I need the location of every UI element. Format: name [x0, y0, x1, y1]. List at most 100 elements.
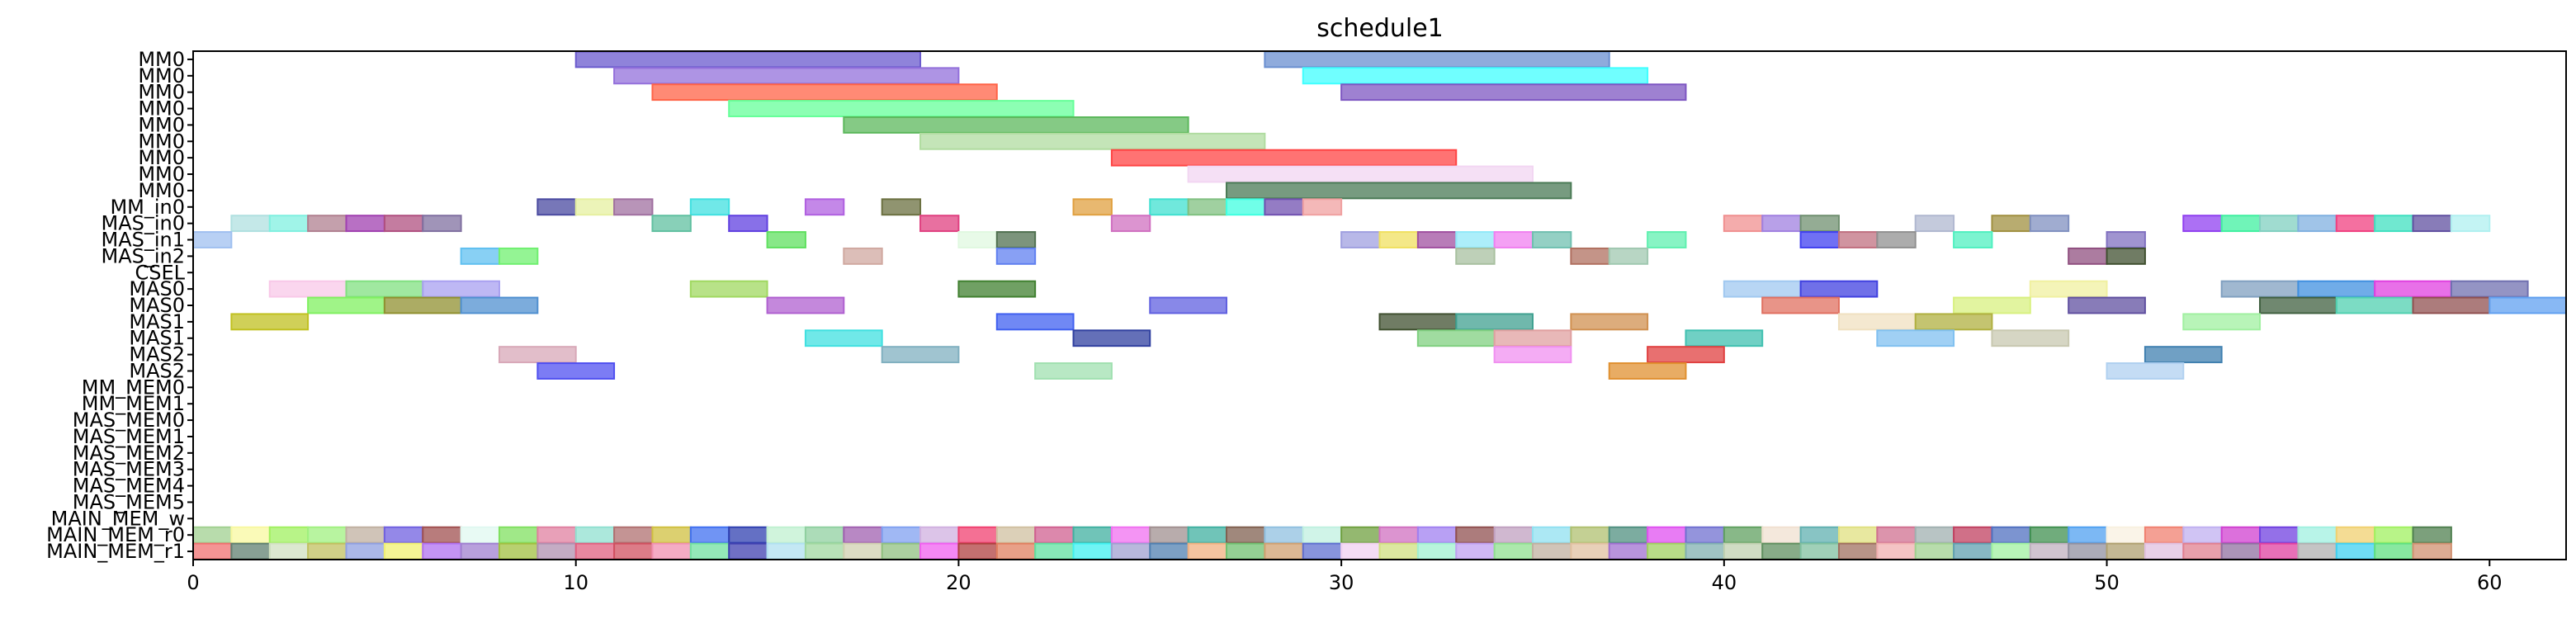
x-tick-label: 0	[187, 571, 199, 594]
task-bar	[728, 526, 768, 544]
task-bar	[1799, 231, 1840, 248]
task-bar	[574, 50, 922, 69]
task-bar	[1685, 329, 1764, 347]
task-bar	[1647, 231, 1687, 248]
task-bar	[1493, 346, 1572, 364]
task-bar	[728, 542, 768, 560]
task-bar	[689, 280, 768, 298]
task-bar	[2374, 542, 2414, 560]
task-bar	[2068, 296, 2146, 314]
task-bar	[1761, 296, 1840, 314]
task-bar	[1531, 542, 1572, 560]
task-bar	[1799, 280, 1879, 298]
task-bar	[460, 296, 539, 314]
y-tick-label: MAS_MEM0	[73, 409, 185, 432]
task-bar	[1187, 198, 1228, 216]
chart-title: schedule1	[1316, 14, 1444, 43]
task-bar	[498, 526, 539, 544]
task-bar	[1761, 526, 1802, 544]
y-tick-label: MAS_in2	[101, 244, 185, 267]
task-bar	[613, 542, 654, 560]
task-bar	[766, 526, 806, 544]
task-bar	[536, 198, 577, 216]
task-bar	[383, 296, 462, 314]
task-bar	[995, 247, 1037, 265]
task-bar	[919, 215, 960, 233]
y-tick-label: MM0	[138, 97, 185, 120]
y-tick-label: MAS0	[129, 277, 185, 300]
task-bar	[1991, 526, 2031, 544]
x-tick-label: 50	[2094, 571, 2120, 594]
task-bar	[881, 542, 922, 560]
task-bar	[1837, 231, 1879, 248]
y-tick-label: MM0	[138, 64, 185, 87]
task-bar	[192, 231, 233, 248]
task-bar	[1723, 526, 1764, 544]
task-bar	[2489, 296, 2567, 314]
task-bar	[1264, 542, 1304, 560]
task-bar	[1034, 526, 1075, 544]
y-tick-label: MAS0	[129, 294, 185, 317]
task-bar	[1799, 542, 1840, 560]
task-bar	[383, 526, 424, 544]
task-bar	[957, 542, 998, 560]
task-bar	[843, 247, 883, 265]
task-bar	[995, 313, 1075, 331]
task-bar	[957, 280, 1037, 298]
y-tick-label: MAS1	[129, 310, 185, 333]
task-bar	[2029, 542, 2070, 560]
task-bar	[345, 215, 385, 233]
task-bar	[2068, 247, 2108, 265]
task-bar	[1072, 198, 1113, 216]
y-tick-label: MM0	[138, 163, 185, 186]
task-bar	[1264, 50, 1610, 69]
task-bar	[574, 542, 616, 560]
task-bar	[995, 526, 1037, 544]
task-bar	[2220, 215, 2262, 233]
task-bar	[268, 526, 310, 544]
task-bar	[1799, 526, 1840, 544]
task-bar	[1570, 526, 1610, 544]
task-bar	[843, 116, 1189, 134]
task-bar	[1685, 542, 1725, 560]
task-bar	[1416, 526, 1458, 544]
task-bar	[2220, 280, 2299, 298]
task-bar	[230, 215, 271, 233]
task-bar	[1953, 231, 1993, 248]
task-bar	[2412, 296, 2491, 314]
task-bar	[804, 542, 845, 560]
task-bar	[766, 542, 806, 560]
task-bar	[1953, 542, 1993, 560]
task-bar	[2182, 542, 2223, 560]
y-tick-label: MAS_MEM4	[73, 475, 185, 498]
task-bar	[2335, 542, 2376, 560]
task-bar	[536, 526, 577, 544]
task-bar	[1876, 542, 1917, 560]
task-bar	[1110, 526, 1151, 544]
task-bar	[843, 526, 883, 544]
task-bar	[1991, 215, 2031, 233]
task-bar	[192, 542, 233, 560]
task-bar	[2106, 542, 2146, 560]
task-bar	[651, 83, 998, 102]
task-bar	[1608, 526, 1649, 544]
task-bar	[2106, 247, 2146, 265]
task-bar	[1034, 542, 1075, 560]
task-bar	[2029, 215, 2070, 233]
task-bar	[192, 526, 233, 544]
task-bar	[1302, 198, 1343, 216]
task-bar	[957, 526, 998, 544]
task-bar	[345, 526, 385, 544]
task-bar	[1647, 542, 1687, 560]
task-bar	[1914, 526, 1955, 544]
task-bar	[919, 542, 960, 560]
task-bar	[2450, 215, 2491, 233]
task-bar	[1570, 542, 1610, 560]
task-bar	[1149, 526, 1189, 544]
task-bar	[2220, 526, 2262, 544]
task-bar	[536, 542, 577, 560]
task-bar	[1493, 329, 1572, 347]
y-tick-label: MM0	[138, 48, 185, 71]
